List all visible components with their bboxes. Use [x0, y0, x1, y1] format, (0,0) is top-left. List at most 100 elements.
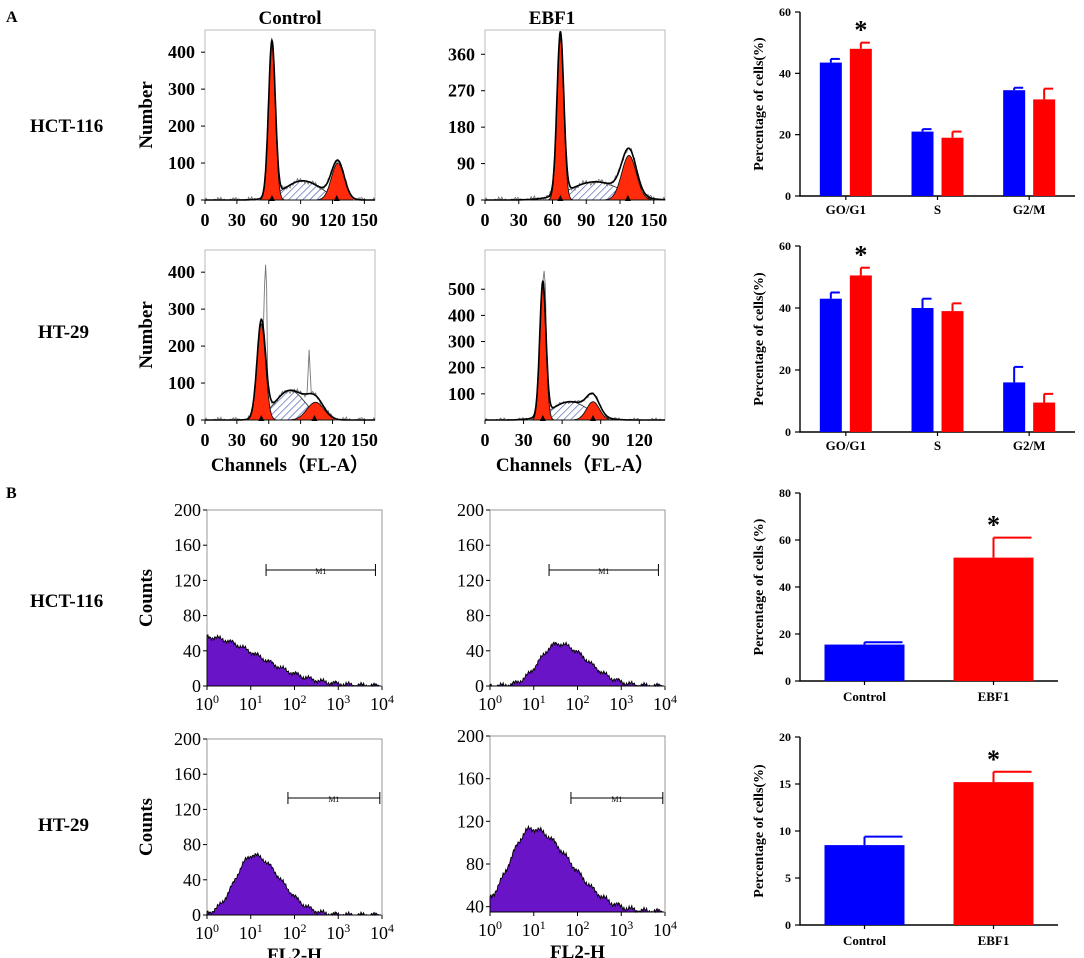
- x-tick-label: 150: [351, 430, 378, 450]
- x-tick-label: 0: [201, 210, 210, 230]
- y-tick-label: 160: [174, 535, 201, 555]
- y-tick-label: 20: [779, 627, 791, 641]
- fit-curve: [485, 31, 666, 201]
- y-tick-label: 160: [174, 764, 201, 784]
- x-tick-label: 0: [201, 430, 210, 450]
- y-axis-label: Counts: [136, 569, 157, 627]
- fit-curve: [205, 37, 375, 201]
- x-tick-label: 150: [351, 210, 378, 230]
- y-tick-label: 400: [168, 42, 195, 62]
- y-tick-label: 40: [466, 897, 484, 917]
- significance-marker: *: [987, 511, 1000, 540]
- peak-marker: [268, 195, 275, 201]
- y-tick-label: 200: [168, 336, 195, 356]
- x-axis-label: Channels（FL-A）: [496, 453, 654, 476]
- bar: [911, 308, 934, 432]
- x-axis-label: FL2-H: [267, 945, 322, 958]
- y-tick-label: 20: [779, 363, 791, 377]
- y-tick-label: 300: [168, 299, 195, 319]
- y-tick-label: 400: [448, 305, 475, 325]
- x-tick-label: 104: [370, 692, 394, 714]
- fit-curve: [485, 280, 665, 421]
- count-distribution: [489, 824, 665, 914]
- y-tick-label: 400: [168, 262, 195, 282]
- bar: [819, 62, 842, 196]
- y-tick-label: 300: [168, 79, 195, 99]
- count-distribution: [206, 634, 382, 688]
- significance-marker: *: [987, 745, 1000, 774]
- peak-marker: [539, 415, 546, 421]
- y-axis-label: Percentage of cells(%): [752, 37, 767, 171]
- bar: [941, 137, 964, 196]
- x-tick-label: GO/G1: [826, 438, 866, 453]
- chart-counts-ht29-control: M1 100 101 102 103 104 0 40 80 120 160 200 Counts FL2…: [136, 729, 394, 958]
- y-tick-label: 300: [448, 332, 475, 352]
- x-tick-label: 90: [292, 210, 310, 230]
- y-tick-label: 0: [785, 918, 791, 932]
- y-tick-label: 40: [466, 641, 484, 661]
- x-tick-label: 120: [607, 210, 634, 230]
- y-tick-label: 160: [457, 769, 484, 789]
- bar: [819, 298, 842, 432]
- x-tick-label: Control: [843, 689, 886, 704]
- gate-label: M1: [598, 567, 609, 576]
- panel-label-b: B: [6, 485, 17, 502]
- bar: [1033, 402, 1056, 432]
- peak-marker: [311, 415, 318, 421]
- y-tick-label: 0: [186, 410, 195, 430]
- x-tick-label: 30: [228, 210, 246, 230]
- bar: [1003, 90, 1026, 196]
- x-tick-label: 100: [478, 918, 502, 940]
- x-tick-label: 100: [195, 692, 219, 714]
- y-tick-label: 120: [174, 570, 201, 590]
- x-tick-label: 120: [626, 430, 653, 450]
- x-tick-label: 104: [370, 921, 394, 943]
- x-tick-label: 30: [510, 210, 528, 230]
- x-tick-label: 120: [319, 210, 346, 230]
- bar: [824, 644, 905, 681]
- x-tick-label: Control: [843, 933, 886, 948]
- y-tick-label: 90: [457, 154, 475, 174]
- y-tick-label: 40: [183, 870, 201, 890]
- x-tick-label: G2/M: [1013, 202, 1046, 217]
- peak-marker: [258, 415, 265, 421]
- y-tick-label: 60: [779, 5, 791, 19]
- x-tick-label: 60: [260, 430, 278, 450]
- y-tick-label: 0: [785, 674, 791, 688]
- x-tick-label: 30: [228, 430, 246, 450]
- column-title-ebf1: EBF1: [529, 8, 575, 29]
- chart-counts-hct116-control: M1 100 101 102 103 104 0 40 80 120 160 200 Counts: [136, 500, 394, 714]
- y-tick-label: 20: [779, 730, 791, 744]
- bar: [824, 845, 905, 925]
- bar: [1033, 99, 1056, 196]
- bar: [1003, 382, 1026, 432]
- x-tick-label: EBF1: [978, 933, 1010, 948]
- x-tick-label: 0: [481, 210, 490, 230]
- y-tick-label: 100: [168, 373, 195, 393]
- x-tick-label: 103: [326, 921, 350, 943]
- bar: [941, 311, 964, 432]
- x-axis-label: Channels（FL-A）: [211, 453, 369, 476]
- x-tick-label: 90: [577, 210, 595, 230]
- significance-marker: *: [854, 241, 867, 270]
- x-tick-label: 104: [653, 918, 677, 940]
- y-tick-label: 80: [183, 835, 201, 855]
- y-tick-label: 160: [457, 535, 484, 555]
- y-tick-label: 80: [779, 486, 791, 500]
- x-tick-label: 90: [292, 430, 310, 450]
- chart-counts-hct116-ebf1: M1 100 101 102 103 104 0 40 80 120 160 200: [457, 500, 677, 714]
- y-tick-label: 0: [466, 190, 475, 210]
- column-title-control: Control: [259, 8, 322, 29]
- y-tick-label: 180: [448, 117, 475, 137]
- chart-cell-cycle-hct116-control: 0 30 60 90 120 150 0 100 200 300 400 Number: [136, 29, 378, 230]
- chart-phase-bars-hct116: 0 20 40 60 Percentage of cells(%) * GO/G1 S G2/M: [752, 5, 1075, 217]
- y-tick-label: 0: [785, 425, 791, 439]
- row-label-hct116-b: HCT-116: [30, 591, 103, 612]
- chart-cell-cycle-ht29-control: 0 30 60 90 120 150 0 100 200 300 400 Number Channels…: [136, 249, 378, 476]
- y-tick-label: 200: [174, 500, 201, 520]
- bar: [911, 131, 934, 196]
- x-tick-label: 101: [522, 918, 546, 940]
- y-tick-label: 40: [779, 301, 791, 315]
- y-tick-label: 0: [475, 676, 484, 696]
- y-tick-label: 60: [779, 533, 791, 547]
